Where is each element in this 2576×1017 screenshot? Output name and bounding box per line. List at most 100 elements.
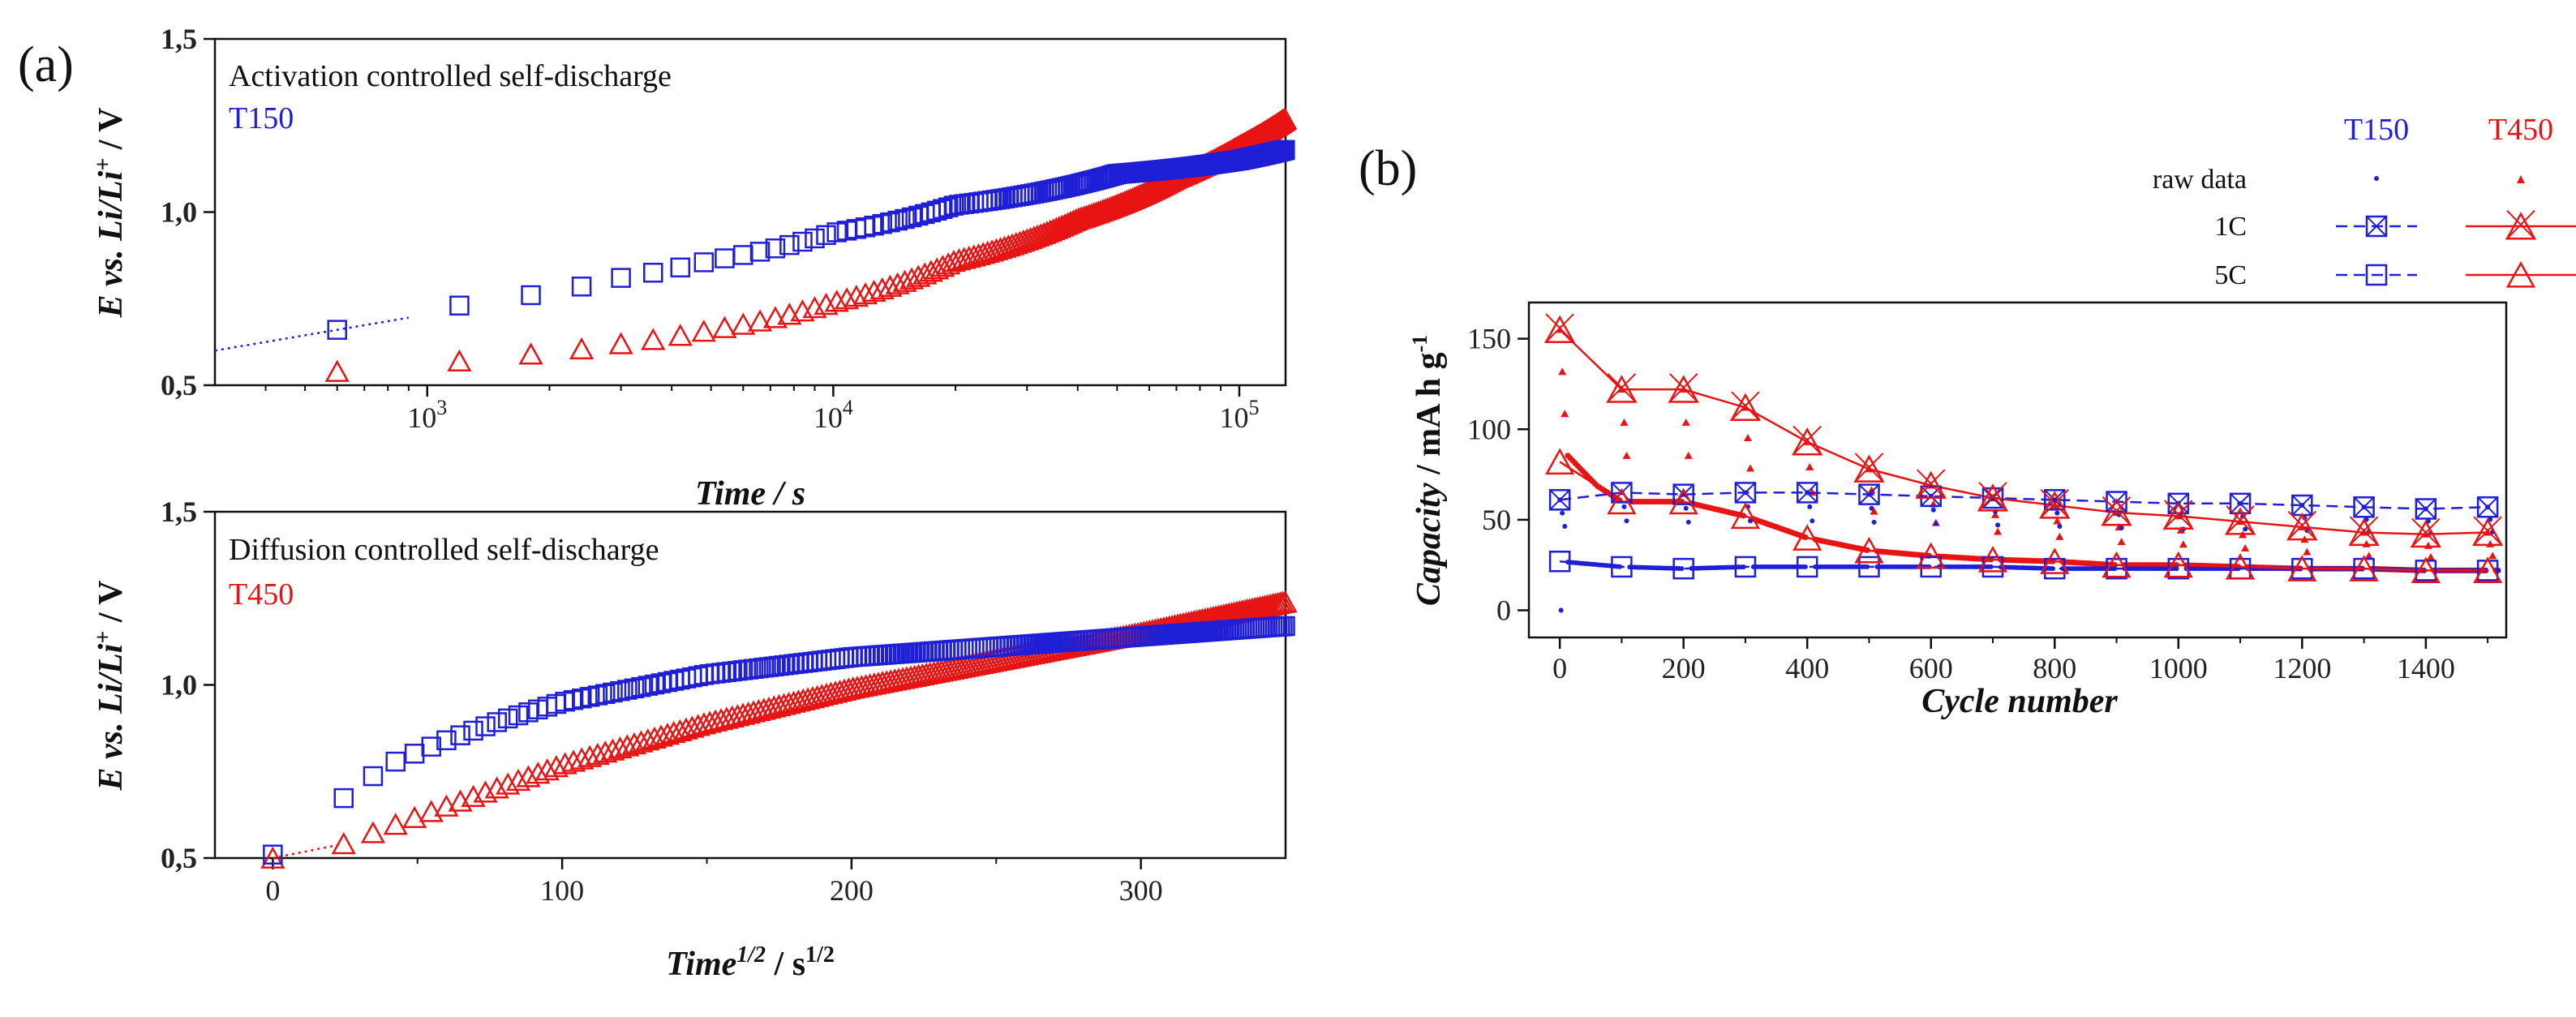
T150-point: [715, 248, 735, 268]
T450-5C-point: [1977, 546, 2008, 573]
T450-raw-point: [1561, 410, 1569, 418]
x-tick-label: 0: [1552, 652, 1567, 684]
T450-point: [747, 309, 773, 332]
T450-point: [996, 234, 1021, 257]
T450-1C-point: [1792, 425, 1823, 456]
T150-point: [508, 705, 529, 726]
legend-row-1c: 1C: [2214, 212, 2247, 242]
T150-point: [887, 210, 908, 231]
y-tick-label: 1,0: [161, 196, 197, 229]
marker-cross-b: [2291, 495, 2313, 516]
T150-point: [705, 663, 726, 684]
marker-cross-b: [1735, 482, 1756, 504]
marker-square: [1611, 482, 1633, 504]
legend-T150-5c-marker: [2365, 264, 2388, 286]
panel-b-ticks: 0 50 100 150 0 200 400 600 800 1000 1200 1400: [1467, 323, 2489, 684]
T150-point: [463, 720, 483, 741]
T450-point: [766, 693, 792, 717]
T150-raw-point: [1995, 522, 2001, 528]
T450-point: [719, 705, 745, 727]
T450-1C-point: [2101, 496, 2132, 526]
y-tick-label: 100: [1467, 413, 1511, 445]
marker-cross-b: [1917, 469, 1946, 499]
marker-cross-b: [2473, 516, 2502, 546]
T450-point: [535, 758, 560, 781]
T150-point: [642, 262, 663, 283]
T450-raw-point: [2179, 540, 2187, 548]
marker-cross-b: [2415, 498, 2436, 520]
T450-point: [930, 255, 955, 277]
marker-cross-b: [1854, 453, 1884, 483]
T150-point: [595, 684, 616, 704]
x-tick-label: 200: [830, 874, 874, 907]
T150-1C-point: [1734, 482, 1757, 504]
legend-T450-5c-marker: [2505, 261, 2536, 288]
T450-point: [419, 800, 444, 822]
T450-point: [736, 701, 761, 724]
T450-point: [1273, 590, 1298, 613]
T150-1C-line: [1559, 491, 2488, 510]
marker-cross-b: [2040, 489, 2069, 519]
panel-b-y-axis-title: Capacity / mA h g-1: [1408, 335, 1448, 606]
T450-raw-point: [1684, 451, 1693, 459]
T450-1C-point: [2039, 489, 2071, 519]
T150-point: [610, 680, 630, 702]
T150-point: [587, 685, 608, 706]
T150-fit-line: [214, 316, 410, 352]
T450-point: [781, 690, 806, 713]
marker-square: [2476, 496, 2499, 518]
T450-point: [869, 277, 895, 300]
T450-point: [496, 772, 521, 795]
y-tick-label: 0: [1496, 594, 1511, 627]
T450-point: [600, 738, 625, 761]
T450-point: [383, 813, 408, 835]
T150-raw-point: [1871, 519, 1877, 525]
T450-point: [751, 697, 776, 720]
T450-raw-point: [2117, 538, 2126, 546]
T450-raw-point: [1994, 527, 2003, 535]
T450-5C-point: [1668, 487, 1698, 515]
T450-point: [809, 684, 835, 706]
marker-triangle: [2348, 517, 2380, 547]
marker-cross-b: [1545, 313, 1574, 343]
T150-point: [733, 245, 753, 265]
T450-raw-point: [1622, 451, 1631, 459]
y-tick-label: 0,5: [161, 369, 197, 401]
legend-row-5c: 5C: [2214, 260, 2247, 290]
marker-cross-b: [2349, 516, 2379, 546]
T450-raw-point: [1620, 418, 1629, 427]
marker-cross-b: [2411, 517, 2441, 547]
marker-cross-b: [1611, 482, 1633, 504]
T450-point: [771, 693, 796, 715]
T450-point: [936, 252, 961, 275]
marker-square: [2353, 496, 2375, 518]
panel-a-top-series-T150: [214, 139, 1295, 352]
T450-point: [756, 696, 782, 719]
x-tick-label: 1000: [2149, 652, 2208, 684]
T150-raw-point: [2054, 510, 2060, 516]
x-tick-label: 1200: [2273, 652, 2331, 684]
T450-point: [569, 337, 595, 360]
T150-point: [716, 662, 737, 683]
panel-a-bottom-y-axis-title: E vs. Li/Li+ / V: [91, 580, 130, 791]
T150-point: [436, 730, 457, 751]
T450-1C-point: [1977, 482, 2009, 512]
panel-b-series: [1544, 313, 2504, 584]
T150-raw-point: [1810, 518, 1815, 524]
T150-point: [693, 252, 715, 272]
T150-point: [624, 678, 645, 699]
marker-triangle: [2505, 212, 2537, 240]
T450-point: [731, 312, 756, 335]
T450-point: [776, 692, 801, 714]
T150-point: [670, 257, 691, 278]
panel-label-a: (a): [18, 37, 74, 92]
y-tick-label: 1,5: [161, 23, 197, 55]
T150-raw-point: [2050, 566, 2055, 572]
T450-5C-point: [1854, 536, 1884, 564]
T150-point: [497, 708, 518, 729]
marker-square: [2365, 215, 2388, 238]
T450-point: [786, 689, 811, 712]
T450-point: [800, 685, 825, 709]
T150-raw-point: [2243, 526, 2248, 532]
legend-T150-1c-marker: [2365, 215, 2388, 238]
